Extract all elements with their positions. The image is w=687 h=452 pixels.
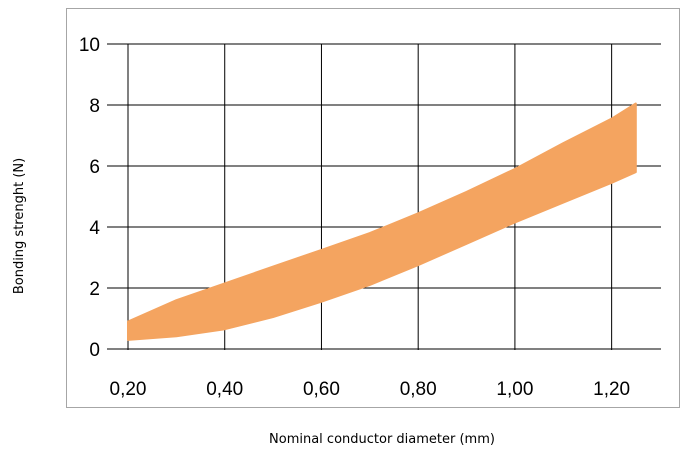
y-tick-label: 2	[89, 279, 100, 300]
y-tick-label: 6	[89, 157, 100, 178]
x-tick-labels: 0,20 0,40 0,60 0,80 1,00 1,20	[110, 379, 631, 400]
chart-frame	[66, 8, 680, 408]
y-tick-label: 0	[89, 340, 100, 361]
x-tick-label: 0,80	[400, 379, 437, 400]
x-tick-label: 0,20	[110, 379, 147, 400]
x-axis-title: Nominal conductor diameter (mm)	[269, 432, 495, 447]
y-axis-title: Bonding strenght (N)	[12, 158, 27, 294]
data-band	[127, 102, 637, 341]
y-tick-label: 4	[89, 218, 100, 239]
y-tick-label: 10	[79, 35, 100, 56]
x-tick-label: 0,40	[206, 379, 243, 400]
y-tick-labels: 0 2 4 6 8 10	[79, 35, 101, 361]
y-tick-label: 8	[89, 96, 100, 117]
x-tick-label: 1,00	[496, 379, 533, 400]
x-tick-label: 0,60	[303, 379, 340, 400]
data-band-layer	[127, 102, 637, 341]
x-tick-label: 1,20	[593, 379, 630, 400]
